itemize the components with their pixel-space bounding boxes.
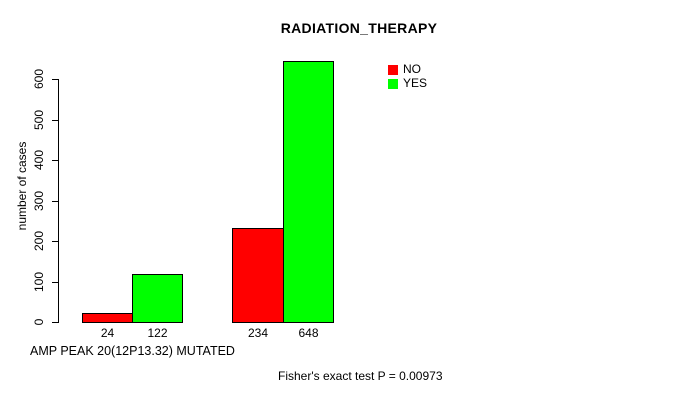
x-axis-label: AMP PEAK 20(12P13.32) MUTATED xyxy=(30,344,235,358)
y-tick-label-0: 0 xyxy=(32,318,46,326)
y-tick-label-400: 400 xyxy=(32,149,46,171)
bar-no-group1 xyxy=(82,313,133,323)
y-tick-mark-200 xyxy=(52,241,58,242)
bar-value-label-yes-group1: 122 xyxy=(147,326,168,340)
chart-title: RADIATION_THERAPY xyxy=(280,20,438,36)
y-tick-mark-400 xyxy=(52,160,58,161)
y-tick-label-300: 300 xyxy=(32,190,46,212)
y-tick-label-500: 500 xyxy=(32,109,46,131)
legend-item-yes: YES xyxy=(388,76,428,90)
fisher-test-annotation: Fisher's exact test P = 0.00973 xyxy=(278,369,443,383)
bar-value-label-no-group2: 234 xyxy=(247,326,269,340)
legend-item-no: NO xyxy=(388,62,427,76)
y-tick-mark-300 xyxy=(52,201,58,202)
y-tick-label-600: 600 xyxy=(32,68,46,90)
legend: NO YES xyxy=(388,62,428,90)
legend-label-yes: YES xyxy=(403,76,428,90)
y-tick-label-200: 200 xyxy=(32,230,46,252)
y-axis-line xyxy=(58,79,59,323)
y-tick-mark-0 xyxy=(52,322,58,323)
y-tick-mark-100 xyxy=(52,282,58,283)
y-axis-label: number of cases xyxy=(15,141,29,231)
bar-value-label-yes-group2: 648 xyxy=(298,326,319,340)
bar-no-group2 xyxy=(232,228,284,323)
legend-label-no: NO xyxy=(403,62,421,76)
legend-swatch-no xyxy=(388,64,398,75)
y-tick-mark-500 xyxy=(52,120,58,121)
bar-yes-group1 xyxy=(132,274,183,323)
legend-swatch-yes xyxy=(388,78,398,89)
bar-value-label-no-group1: 24 xyxy=(100,326,115,340)
y-tick-label-100: 100 xyxy=(32,271,46,293)
bar-yes-group2 xyxy=(283,61,334,323)
y-tick-mark-600 xyxy=(52,79,58,80)
